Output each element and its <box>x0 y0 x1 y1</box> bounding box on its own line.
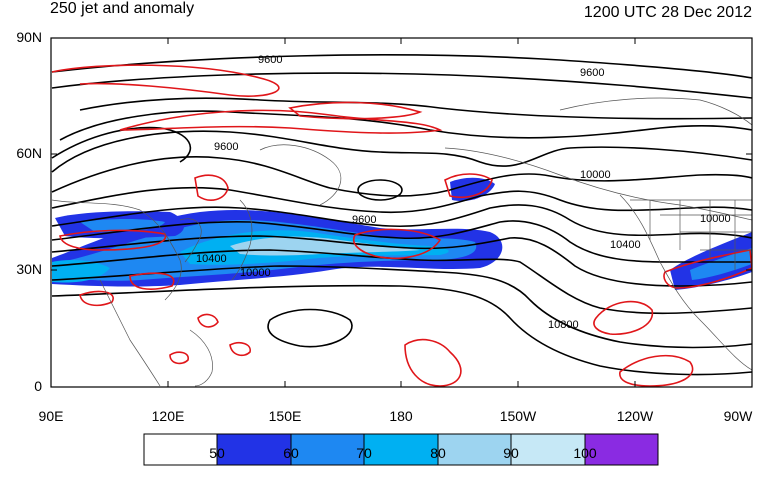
contour-label: 10000 <box>700 213 731 225</box>
colorbar-label: 50 <box>209 445 225 461</box>
lon-label: 180 <box>389 408 413 424</box>
lat-label: 0 <box>34 378 42 394</box>
lon-label: 90E <box>38 408 64 424</box>
contour-label: 9600 <box>580 67 604 79</box>
height-contours <box>51 54 752 376</box>
lon-label: 120E <box>151 408 185 424</box>
lon-label: 90W <box>723 408 753 424</box>
colorbar-label: 100 <box>573 445 597 461</box>
contour-label: 10400 <box>610 239 641 251</box>
colorbar-label: 80 <box>430 445 446 461</box>
colorbar-cell <box>510 433 586 466</box>
lat-label: 90N <box>16 29 42 45</box>
contour-label: 9600 <box>258 54 282 66</box>
lon-label: 150E <box>268 408 302 424</box>
lon-label: 120W <box>616 408 654 424</box>
contour-label: 9600 <box>352 214 376 226</box>
map-layers <box>51 54 752 387</box>
lon-label: 150W <box>499 408 537 424</box>
jet-fill-east <box>670 232 752 290</box>
colorbar-cell <box>216 433 292 466</box>
lat-label: 60N <box>16 145 42 161</box>
colorbar <box>143 433 659 466</box>
contour-label: 10000 <box>580 169 611 181</box>
colorbar-cell <box>363 433 439 466</box>
colorbar-cell <box>437 433 512 466</box>
anomaly-contours <box>51 64 752 387</box>
contour-label-group: 9600 9600 9600 9600 10000 10000 10000 10… <box>196 54 731 331</box>
contour-label: 10000 <box>240 267 271 279</box>
colorbar-label: 70 <box>356 445 372 461</box>
valid-time: 1200 UTC 28 Dec 2012 <box>583 4 752 21</box>
contour-label: 10800 <box>548 319 579 331</box>
jet-fill-east-inner <box>690 248 752 280</box>
lat-label: 30N <box>16 261 42 277</box>
colorbar-label: 90 <box>503 445 519 461</box>
chart-title: 250 jet and anomaly <box>50 0 195 17</box>
axis-ticks <box>50 37 753 388</box>
contour-label: 9600 <box>214 141 238 153</box>
contour-label: 10400 <box>196 253 227 265</box>
colorbar-cell <box>290 433 365 466</box>
coastlines <box>51 97 752 387</box>
colorbar-cell <box>584 433 659 466</box>
colorbar-label: 60 <box>283 445 299 461</box>
